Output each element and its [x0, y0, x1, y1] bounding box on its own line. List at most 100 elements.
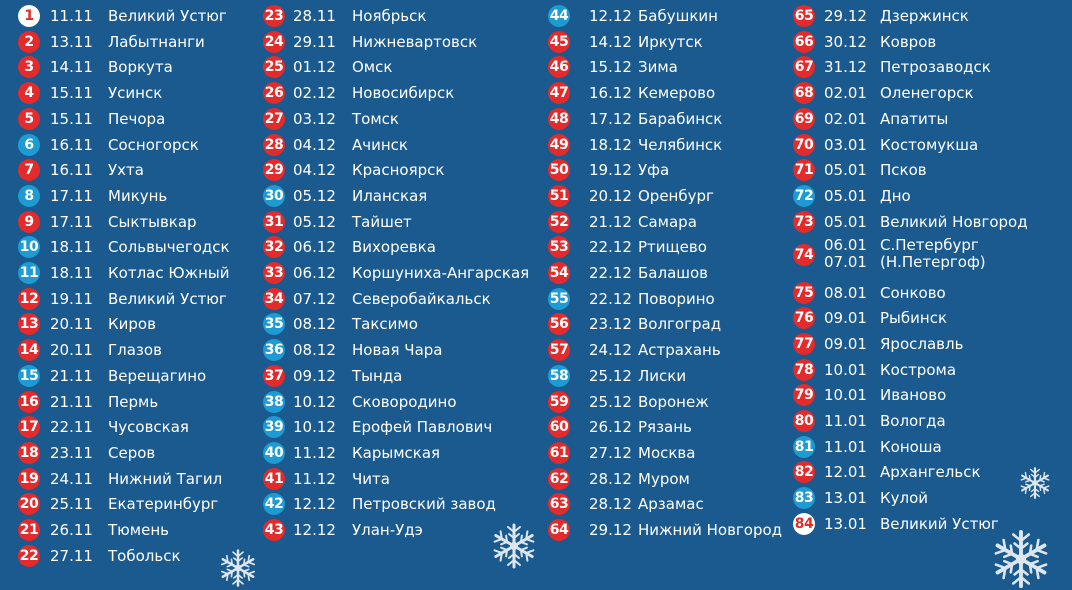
stop-number-badge: 14 [18, 339, 40, 362]
stop-date: 21.12 [589, 212, 632, 231]
stop-date: 22.11 [50, 418, 93, 437]
stop-date: 17.11 [50, 186, 93, 205]
stop-number-badge: 52 [548, 210, 570, 233]
stop-number-badge: 78 [793, 358, 815, 381]
stop-city: Таксимо [352, 315, 418, 334]
stop-date: 21.11 [50, 392, 93, 411]
stop-city: Бабушкин [638, 7, 718, 25]
stop-date: 09.01 [824, 309, 867, 328]
stop-city: Коршуниха-Ангарская [352, 264, 530, 282]
stop-city: Карымская [352, 443, 441, 462]
stop-city: Тобольск [108, 546, 181, 565]
stop-city: Верещагино [108, 366, 207, 385]
stop-date: 27.11 [50, 546, 93, 565]
stop-number-badge: 39 [263, 416, 285, 439]
stop-date: 23.12 [589, 315, 632, 334]
stop-date: 05.01 [824, 212, 867, 231]
stop-number-badge: 23 [263, 5, 285, 27]
stop-number-badge: 80 [793, 410, 815, 432]
stop-number-badge: 26 [263, 82, 285, 105]
stop-city: Псков [880, 161, 927, 180]
stop-city-secondary: (Н.Петергоф) [880, 253, 986, 272]
stop-number-badge: 30 [263, 184, 285, 207]
stop-city: Ртищево [638, 238, 707, 257]
stop-city: Арзамас [638, 495, 704, 514]
stop-number-badge: 35 [263, 313, 285, 336]
stop-number-badge: 59 [548, 390, 570, 413]
stop-city: Рязань [638, 418, 692, 437]
stop-city: Нижневартовск [352, 32, 478, 51]
stop-city: Иркутск [638, 32, 703, 51]
stop-date: 28.11 [293, 7, 336, 25]
stop-city: Чусовская [108, 418, 189, 437]
stop-date: 05.12 [293, 212, 336, 231]
stop-city: Ноябрьск [352, 7, 427, 25]
stop-date: 22.12 [589, 289, 632, 308]
stop-date: 02.01 [824, 109, 867, 128]
stop-date: 05.12 [293, 186, 336, 205]
stop-city: Лабытнанги [108, 32, 205, 51]
stop-number-badge: 2 [18, 30, 40, 53]
stop-date: 12.01 [824, 463, 867, 482]
stop-date: 03.01 [824, 135, 867, 154]
stop-city: Воркута [108, 58, 173, 77]
snowflake-icon [490, 522, 538, 570]
stop-city: Сковородино [352, 392, 457, 411]
stop-number-badge: 84 [793, 512, 815, 535]
stop-number-badge: 66 [793, 30, 815, 53]
stop-city: Глазов [108, 341, 162, 360]
stop-number-badge: 58 [548, 364, 570, 387]
stop-number-badge: 29 [263, 159, 285, 182]
stop-number-badge: 37 [263, 364, 285, 387]
stop-city: Новая Чара [352, 341, 443, 360]
stop-number-badge: 55 [548, 287, 570, 310]
stop-city: Северобайкальск [352, 289, 491, 308]
stop-city: Поворино [638, 289, 715, 308]
stop-number-badge: 65 [793, 5, 815, 27]
stop-city: Иланская [352, 186, 428, 205]
stop-date: 31.12 [824, 58, 867, 77]
stop-number-badge: 68 [793, 82, 815, 105]
stop-date: 15.11 [50, 84, 93, 103]
stop-date: 12.12 [293, 495, 336, 514]
stop-date: 20.11 [50, 341, 93, 360]
stop-city: Печора [108, 109, 166, 128]
stop-number-badge: 41 [263, 467, 285, 490]
stop-number-badge: 70 [793, 133, 815, 156]
stop-number-badge: 32 [263, 236, 285, 259]
stop-date: 01.12 [293, 58, 336, 77]
stop-date: 15.12 [589, 58, 632, 77]
stop-city: Апатиты [880, 109, 949, 128]
stop-city: Кострома [880, 360, 957, 379]
stop-city: Уфа [638, 161, 670, 180]
stop-number-badge: 38 [263, 390, 285, 413]
stop-number-badge: 9 [18, 210, 40, 233]
stop-city: Ачинск [352, 135, 408, 154]
stop-date: 04.12 [293, 135, 336, 154]
stop-city: Ярославль [880, 334, 964, 353]
stop-date: 25.12 [589, 392, 632, 411]
stop-number-badge: 44 [548, 5, 570, 27]
stop-number-badge: 46 [548, 56, 570, 79]
stop-city: Архангельск [880, 463, 981, 482]
stop-city: Великий Новгород [880, 212, 1028, 231]
stop-city: Великий Устюг [108, 7, 227, 25]
stop-date: 25.12 [589, 366, 632, 385]
stop-number-badge: 73 [793, 210, 815, 233]
stop-city: Усинск [108, 84, 163, 103]
stop-number-badge: 6 [18, 133, 40, 156]
stop-city: Барабинск [638, 109, 723, 128]
stop-city: Кемерово [638, 84, 716, 103]
stop-number-badge: 5 [18, 107, 40, 130]
stop-date: 13.01 [824, 489, 867, 508]
stop-city: Томск [352, 109, 399, 128]
stop-city: Москва [638, 443, 696, 462]
stop-city: Микунь [108, 186, 168, 205]
stop-city: Ковров [880, 32, 937, 51]
stop-date: 10.12 [293, 418, 336, 437]
stop-city: Сонково [880, 283, 946, 302]
stop-city: Оленегорск [880, 84, 974, 103]
stop-date: 18.11 [50, 264, 93, 282]
stop-date: 24.12 [589, 341, 632, 360]
stop-date: 18.11 [50, 238, 93, 257]
